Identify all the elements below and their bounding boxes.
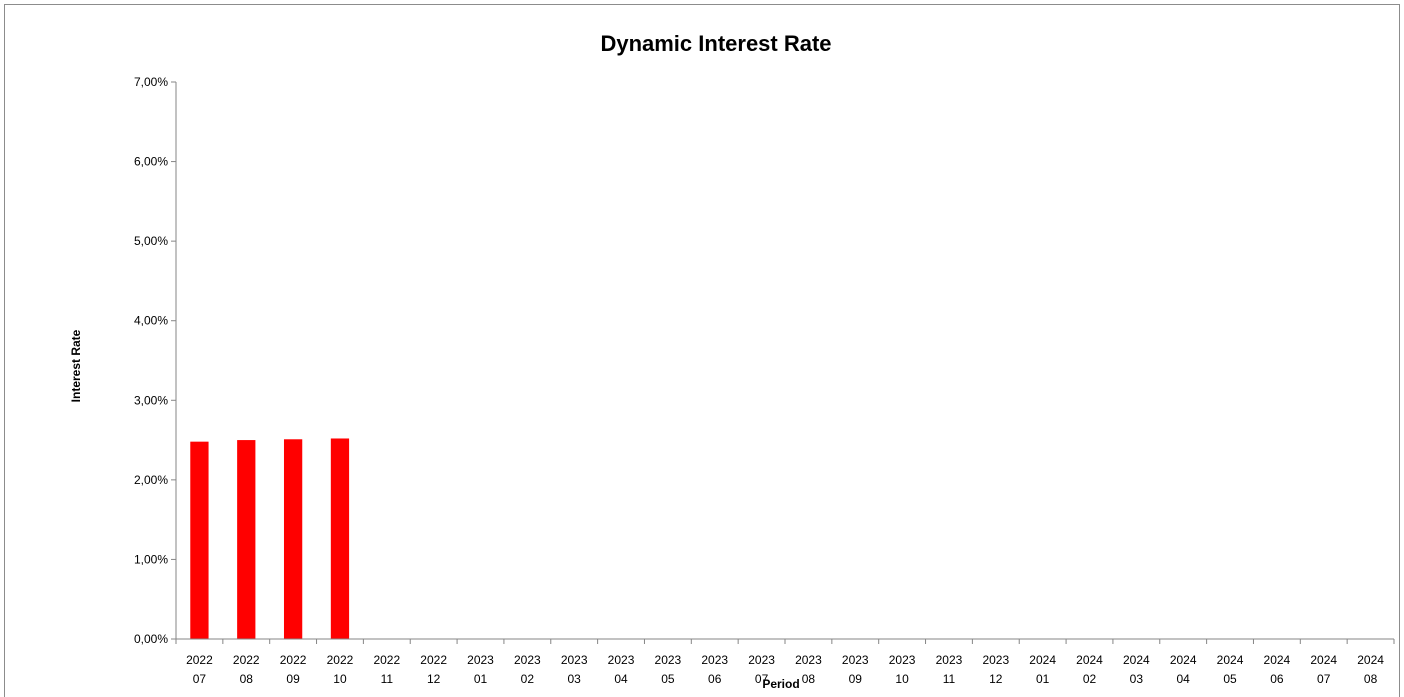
x-tick-label-year: 2024 [1170, 653, 1197, 667]
x-tick-label-year: 2024 [1029, 653, 1056, 667]
y-tick-label: 5,00% [134, 234, 168, 248]
x-tick-label-month: 07 [1317, 672, 1331, 686]
chart-title: Dynamic Interest Rate [600, 31, 831, 56]
y-tick-label: 4,00% [134, 314, 168, 328]
x-tick-label-year: 2023 [748, 653, 775, 667]
x-tick-label-year: 2023 [936, 653, 963, 667]
x-tick-label-month: 03 [568, 672, 582, 686]
x-tick-label-month: 02 [521, 672, 535, 686]
x-tick-label-year: 2023 [655, 653, 682, 667]
x-tick-label-year: 2023 [842, 653, 869, 667]
x-tick-label-month: 06 [708, 672, 722, 686]
x-tick-label-month: 09 [849, 672, 863, 686]
x-tick-label-month: 01 [474, 672, 488, 686]
x-tick-label-month: 08 [1364, 672, 1378, 686]
x-tick-label-month: 04 [1177, 672, 1191, 686]
x-tick-label-year: 2022 [280, 653, 307, 667]
x-tick-label-month: 07 [755, 672, 769, 686]
x-tick-label-year: 2023 [982, 653, 1009, 667]
x-tick-label-year: 2023 [608, 653, 635, 667]
x-tick-label-year: 2024 [1076, 653, 1103, 667]
x-tick-label-year: 2023 [889, 653, 916, 667]
x-tick-label-year: 2024 [1357, 653, 1384, 667]
x-tick-label-month: 11 [381, 672, 394, 686]
bars [190, 438, 350, 639]
x-tick-label-month: 08 [802, 672, 816, 686]
y-tick-label: 2,00% [134, 473, 168, 487]
bar [237, 440, 256, 639]
y-tick-label: 3,00% [134, 393, 168, 407]
x-tick-label-year: 2023 [701, 653, 728, 667]
x-tick-label-month: 02 [1083, 672, 1097, 686]
x-tick-label-month: 10 [333, 672, 347, 686]
x-tick-label-month: 05 [661, 672, 675, 686]
y-tick-label: 0,00% [134, 632, 168, 646]
x-tick-label-year: 2024 [1264, 653, 1291, 667]
x-tick-label-month: 03 [1130, 672, 1144, 686]
x-axis: 2022 07 2022 08 2022 09 2022 10 2022 11 2022 12 2023… [175, 638, 1395, 686]
bar [190, 441, 209, 639]
x-tick-label-year: 2022 [233, 653, 260, 667]
x-tick-label-year: 2023 [514, 653, 541, 667]
x-tick-label-year: 2024 [1123, 653, 1150, 667]
y-tick-label: 7,00% [134, 75, 168, 89]
x-axis-label: Period [762, 677, 799, 691]
x-tick-label-month: 10 [895, 672, 909, 686]
bar [330, 438, 350, 639]
y-axis: 0,00% 1,00% 2,00% 3,00% 4,00% 5,00% 6,00% 7,00% [134, 75, 177, 646]
x-tick-label-year: 2023 [561, 653, 588, 667]
x-tick-label-year: 2024 [1310, 653, 1337, 667]
x-tick-label-month: 01 [1036, 672, 1050, 686]
x-tick-label-month: 09 [286, 672, 300, 686]
x-tick-label-month: 12 [427, 672, 441, 686]
x-tick-label-year: 2022 [186, 653, 213, 667]
x-tick-label-month: 06 [1270, 672, 1284, 686]
y-tick-label: 6,00% [134, 155, 168, 169]
y-tick-label: 1,00% [134, 552, 168, 566]
x-tick-label-year: 2023 [795, 653, 822, 667]
x-tick-label-year: 2022 [327, 653, 354, 667]
x-tick-label-month: 07 [193, 672, 207, 686]
x-tick-label-month: 08 [240, 672, 254, 686]
bar [283, 439, 303, 639]
x-tick-label-month: 12 [989, 672, 1003, 686]
x-tick-label-month: 05 [1223, 672, 1237, 686]
x-tick-label-year: 2023 [467, 653, 494, 667]
x-tick-label-month: 11 [943, 672, 956, 686]
x-tick-label-year: 2022 [420, 653, 447, 667]
chart-frame [4, 4, 1400, 697]
y-axis-label: Interest Rate [69, 329, 83, 402]
x-tick-label-year: 2022 [373, 653, 400, 667]
x-tick-label-year: 2024 [1217, 653, 1244, 667]
x-tick-label-month: 04 [614, 672, 628, 686]
